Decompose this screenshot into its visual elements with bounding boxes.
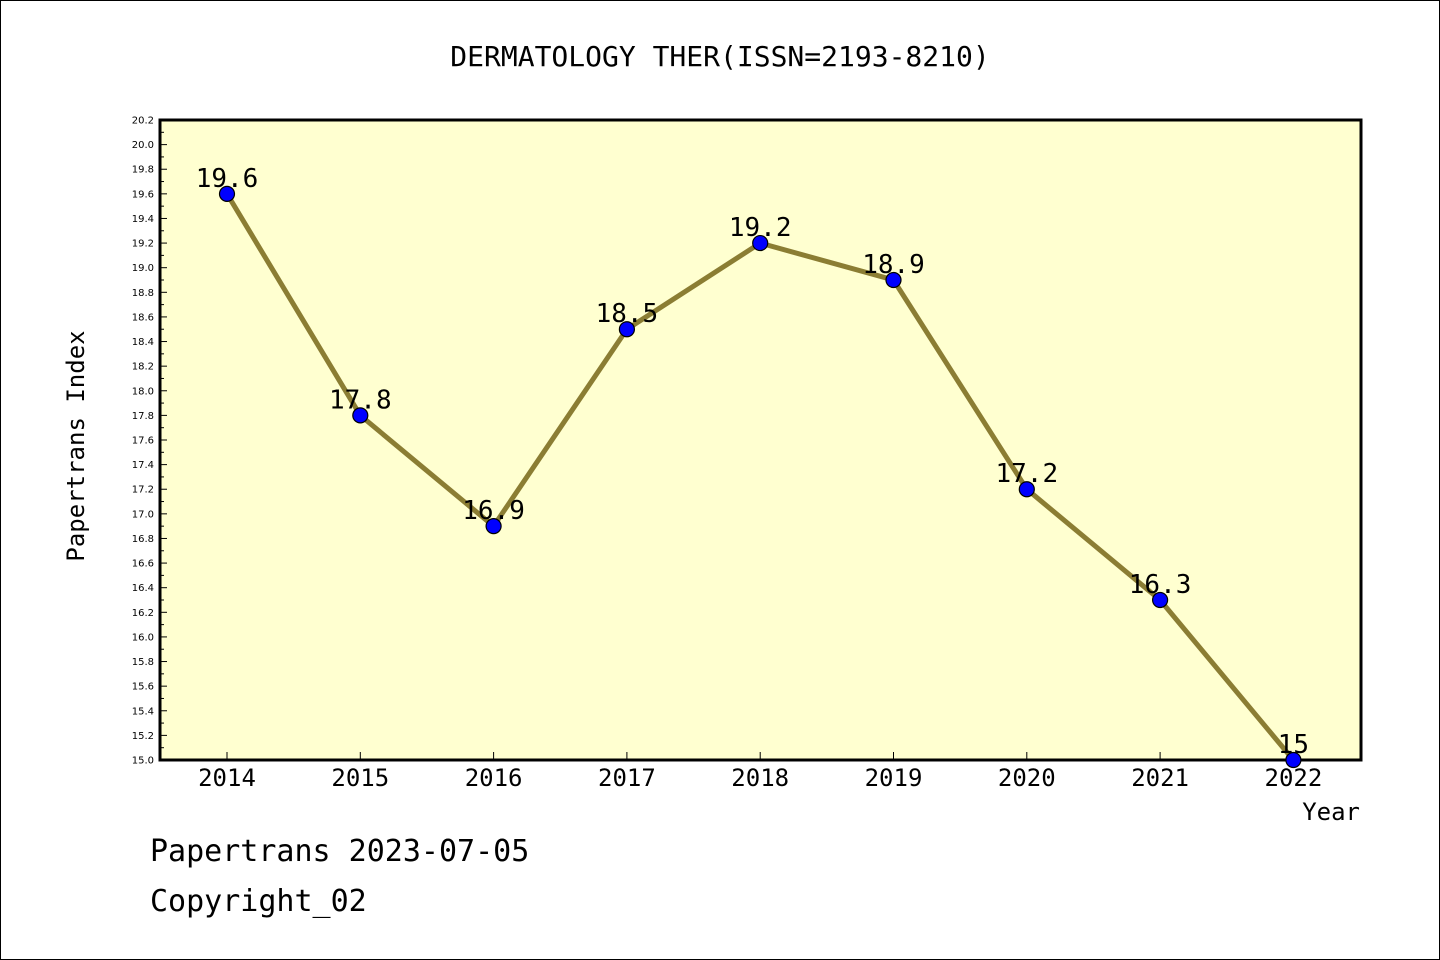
- y-tick-label: 19.0: [132, 263, 154, 274]
- y-tick-label: 15.0: [132, 756, 154, 767]
- plot-area: [158, 118, 1363, 762]
- x-axis: 2014 2015 2016 2017 2018 2019 2020 2021 2022: [198, 752, 1322, 792]
- y-tick-label: 18.6: [132, 312, 154, 323]
- y-tick-label: 19.2: [132, 239, 154, 250]
- data-label: 19.2: [729, 213, 792, 243]
- x-tick-label: 2014: [198, 764, 256, 792]
- data-point-group: [218, 185, 1302, 769]
- x-tick-label: 2017: [598, 764, 656, 792]
- y-tick-label: 17.6: [132, 436, 154, 447]
- y-tick-label: 19.8: [132, 165, 154, 176]
- y-tick-label: 20.0: [132, 140, 154, 151]
- data-point: [1151, 591, 1169, 609]
- y-tick-label: 18.4: [132, 337, 154, 348]
- data-point: [1285, 751, 1302, 769]
- y-tick-label: 15.2: [132, 731, 154, 742]
- data-label: 18.9: [862, 250, 925, 280]
- data-label: 17.2: [995, 459, 1058, 489]
- data-label: 17.8: [329, 385, 392, 415]
- y-tick-label: 15.6: [132, 682, 154, 693]
- y-tick-label: 16.8: [132, 534, 154, 545]
- y-tick-label: 19.6: [132, 189, 154, 200]
- y-axis: 15.0 15.2 15.4 15.6 15.8 16.0 16.2 16.4 16.6 16.8…: [132, 116, 167, 767]
- x-axis-label: Year: [1302, 798, 1360, 826]
- data-point: [218, 185, 236, 202]
- y-tick-label: 17.8: [132, 411, 154, 422]
- y-tick-label: 17.4: [132, 460, 154, 471]
- y-tick-label: 16.4: [132, 583, 154, 594]
- x-tick-label: 2021: [1131, 764, 1189, 792]
- y-tick-label: 16.0: [132, 632, 154, 643]
- y-tick-label: 17.2: [132, 485, 154, 496]
- x-tick-label: 2022: [1265, 764, 1323, 792]
- y-axis-label: Papertrans Index: [62, 330, 90, 561]
- y-tick-label: 15.8: [132, 657, 154, 668]
- chart-title: DERMATOLOGY THER(ISSN=2193-8210): [450, 40, 989, 73]
- x-tick-label: 2018: [731, 764, 789, 792]
- data-point: [1018, 481, 1035, 498]
- data-label: 16.3: [1129, 570, 1192, 600]
- footer-date: Papertrans 2023-07-05: [150, 834, 530, 869]
- data-label: 15: [1278, 730, 1309, 760]
- data-point: [752, 234, 769, 252]
- y-tick-label: 15.4: [132, 706, 154, 717]
- footer-copyright: Copyright_02: [150, 884, 367, 919]
- data-point: [618, 321, 636, 338]
- x-tick-label: 2020: [998, 764, 1056, 792]
- data-label: 16.9: [462, 496, 525, 526]
- x-tick-label: 2019: [865, 764, 923, 792]
- y-tick-label: 16.6: [132, 559, 154, 570]
- y-tick-label: 20.2: [132, 116, 154, 127]
- data-label: 19.6: [196, 164, 259, 194]
- data-label: 18.5: [596, 299, 659, 329]
- data-point: [485, 518, 502, 535]
- y-tick-label: 16.2: [132, 608, 154, 619]
- y-tick-label: 17.0: [132, 509, 154, 520]
- data-label-group: 19.6 17.8 16.9 18.5 19.2 18.9 17.2 16.3 15: [196, 164, 1309, 760]
- y-tick-label: 18.0: [132, 386, 154, 397]
- x-tick-label: 2015: [331, 764, 389, 792]
- y-tick-label: 19.4: [132, 214, 154, 225]
- y-tick-label: 18.2: [132, 362, 154, 373]
- data-point: [885, 271, 902, 289]
- data-point: [352, 407, 369, 424]
- y-tick-label: 18.8: [132, 288, 154, 299]
- x-tick-label: 2016: [465, 764, 523, 792]
